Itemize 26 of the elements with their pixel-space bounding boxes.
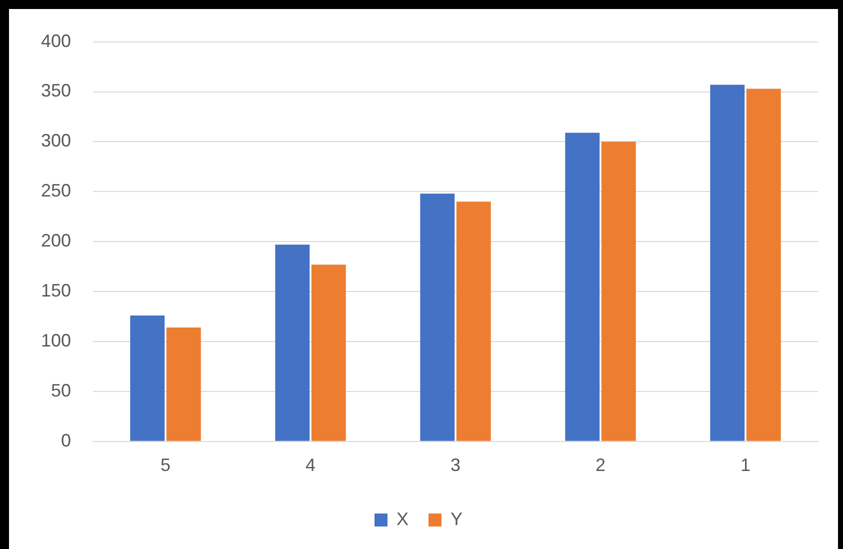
bar [710, 84, 745, 441]
x-tick-label: 2 [596, 455, 606, 476]
y-tick-label: 350 [40, 80, 72, 101]
x-tick-label: 1 [740, 455, 751, 476]
bar [275, 244, 310, 441]
y-tick-label: 400 [40, 30, 72, 51]
bar [746, 88, 781, 441]
y-tick-label: 0 [61, 430, 72, 450]
y-tick-label: 200 [40, 230, 72, 251]
y-tick-label: 300 [40, 130, 72, 151]
bar [130, 316, 165, 441]
y-tick-label: 150 [40, 280, 72, 301]
y-tick-label: 250 [40, 180, 72, 201]
y-tick-label: 100 [40, 330, 72, 350]
y-tick-label: 50 [51, 380, 72, 400]
x-tick-label: 4 [306, 455, 316, 476]
bar [166, 328, 201, 441]
bar [601, 142, 636, 441]
bar [420, 194, 455, 441]
bar [565, 132, 600, 441]
x-tick-label: 5 [160, 455, 171, 476]
legend-label: X [396, 508, 409, 529]
legend-label: Y [450, 508, 463, 529]
bar [456, 202, 491, 441]
bar [311, 264, 346, 441]
x-tick-label: 3 [450, 455, 461, 476]
